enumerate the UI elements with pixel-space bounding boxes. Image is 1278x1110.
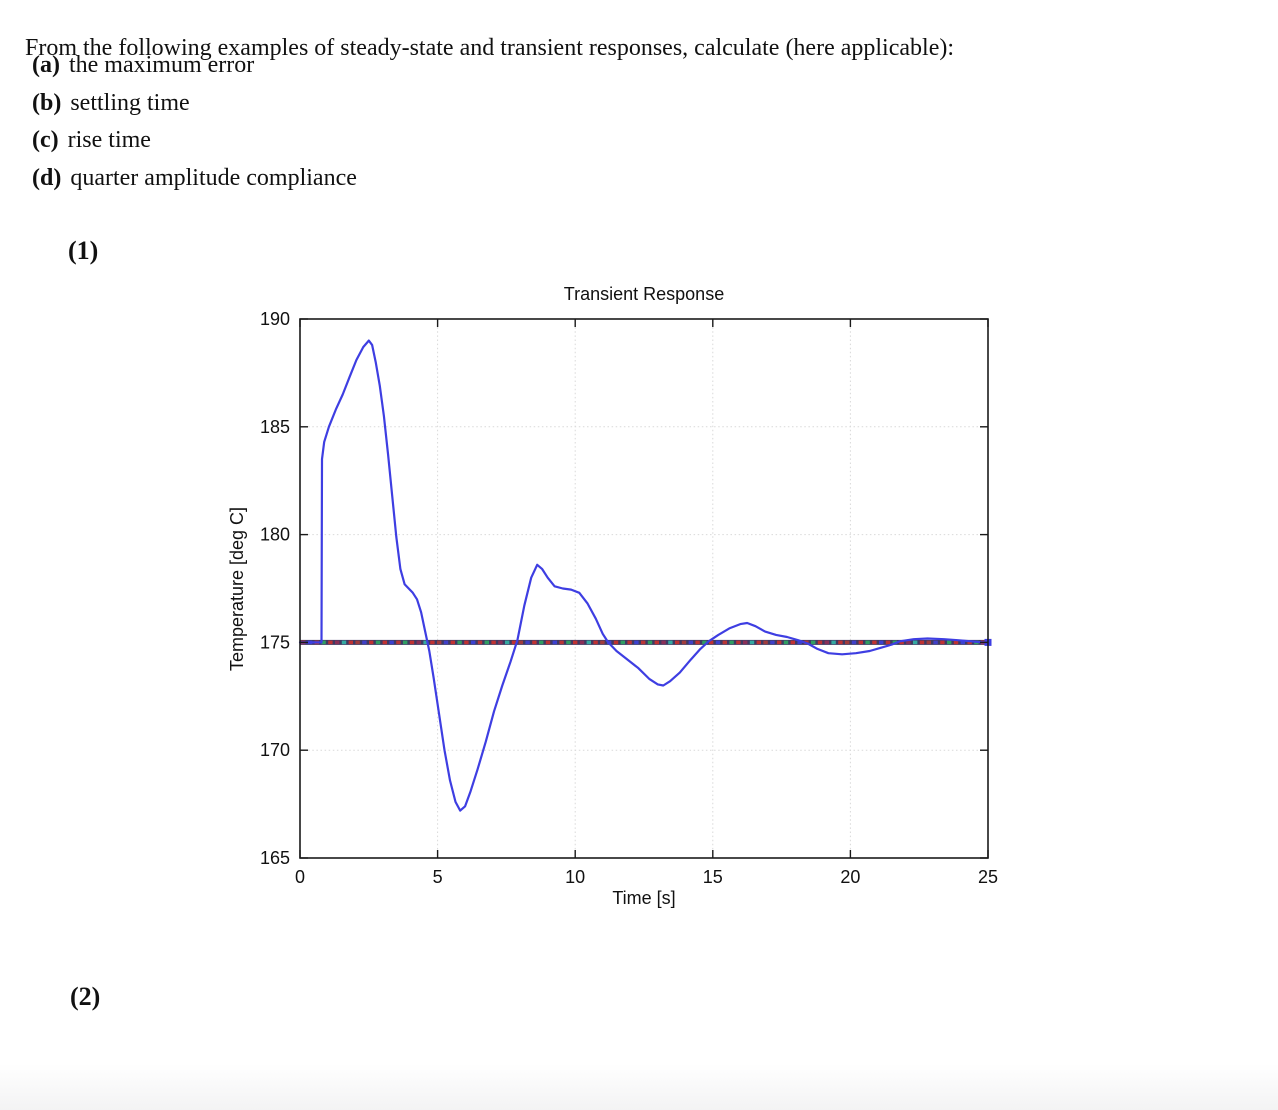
transient-response-figure: Transient Response Temperature [deg C] 0…: [227, 280, 1010, 920]
question-item-label: (c): [32, 127, 59, 154]
svg-text:175: 175: [260, 632, 290, 652]
svg-text:170: 170: [260, 740, 290, 760]
question-item-text: quarter amplitude compliance: [70, 164, 357, 191]
question-list: (a) the maximum error (b) settling time (c…: [32, 47, 357, 197]
question-item-c: (c) rise time: [32, 122, 357, 160]
axis-ticks: [299, 318, 989, 859]
setpoint-line: [300, 638, 992, 646]
svg-text:190: 190: [260, 309, 290, 329]
x-axis-label: Time [s]: [612, 888, 676, 908]
question-item-label: (b): [32, 89, 62, 116]
svg-text:180: 180: [260, 525, 290, 545]
section-2-label: (2): [70, 982, 101, 1011]
svg-text:10: 10: [565, 867, 585, 887]
svg-text:5: 5: [433, 867, 443, 887]
chart-plot-area: 0 5 10 15 20 25 165 170 175 180 185 190: [260, 309, 998, 887]
plot-box: [299, 318, 989, 859]
svg-text:25: 25: [978, 867, 998, 887]
response-curve: [298, 339, 990, 812]
question-item-b: (b) settling time: [32, 85, 357, 123]
svg-text:165: 165: [260, 848, 290, 868]
question-intro: From the following examples of steady-st…: [25, 35, 955, 61]
x-tick-labels: 0 5 10 15 20 25: [295, 867, 998, 887]
svg-text:15: 15: [703, 867, 723, 887]
svg-text:20: 20: [840, 867, 860, 887]
grid-lines: [300, 319, 988, 858]
y-tick-labels: 165 170 175 180 185 190: [260, 309, 290, 868]
question-item-text: settling time: [70, 89, 190, 116]
svg-text:0: 0: [295, 867, 305, 887]
question-item-text: the maximum error: [68, 52, 255, 78]
page-bottom-band: [0, 1064, 1278, 1110]
chart-title: Transient Response: [563, 284, 725, 304]
question-item-label: (d): [32, 164, 62, 191]
question-item-d: (d) quarter amplitude compliance: [32, 160, 357, 198]
svg-text:185: 185: [260, 417, 290, 437]
question-item-a: (a) the maximum error: [32, 47, 357, 85]
section-1-label: (1): [68, 236, 99, 265]
question-item-label: (a): [32, 52, 60, 78]
question-item-text: rise time: [67, 127, 151, 154]
